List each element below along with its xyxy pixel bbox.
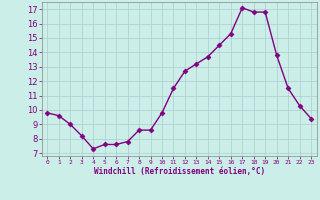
- X-axis label: Windchill (Refroidissement éolien,°C): Windchill (Refroidissement éolien,°C): [94, 167, 265, 176]
